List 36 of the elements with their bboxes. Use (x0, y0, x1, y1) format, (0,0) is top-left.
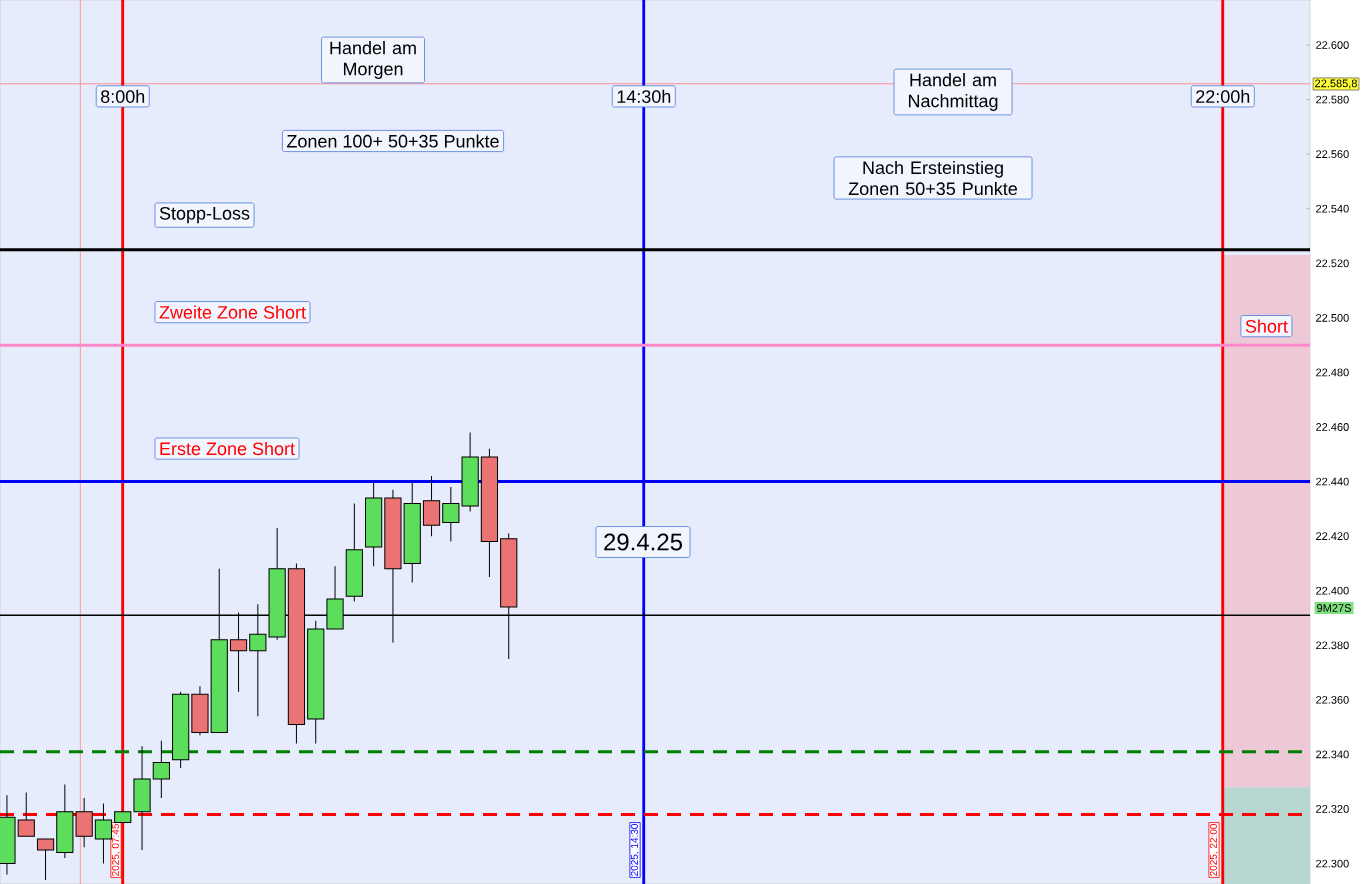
annotation: 2025, 14:30 (630, 823, 640, 876)
y-tick-label: 22.540 (1316, 204, 1349, 213)
candlestick (94, 803, 113, 865)
y-tick-label: 22.480 (1316, 368, 1349, 377)
y-tick-label: 22.600 (1316, 41, 1349, 49)
annotation: Handel am Nachmittag (908, 73, 998, 111)
y-tick-label: 22.340 (1316, 750, 1349, 759)
y-tick-label: 22.500 (1316, 313, 1349, 322)
y-tick-label: 22.380 (1316, 641, 1349, 650)
ref-line-label: Stopp-Loss (159, 206, 250, 224)
annotation: 2025, 22:00 (1209, 823, 1219, 876)
ref-line-label: Erste Zone Short (160, 441, 295, 456)
text: 22.585,8 (1315, 79, 1357, 89)
candlestick (36, 838, 55, 881)
ref-line-label: 14:30h (617, 89, 671, 103)
annotation: 29.4.25 (604, 533, 683, 551)
ref-line-label: 8:00h (101, 89, 145, 103)
y-tick-label: 22.520 (1316, 259, 1349, 268)
annotation: 2025, 07:45 (111, 824, 121, 876)
ref-line-label: 22:00h (1196, 89, 1250, 103)
candlestick (152, 740, 170, 799)
y-tick-label: 22.320 (1316, 805, 1349, 813)
annotation: Nach Ersteinstieg Zonen 50+35 Punkte (848, 160, 1017, 196)
text: 9M27S (1317, 604, 1351, 612)
y-tick-label: 22.400 (1316, 586, 1349, 595)
y-tick-label: 22.580 (1316, 95, 1349, 104)
y-tick-label: 22.360 (1316, 695, 1349, 704)
y-tick-label: 22.440 (1316, 477, 1349, 486)
band-label: Short (1245, 319, 1288, 333)
annotation: Handel am Morgen (330, 41, 416, 79)
y-tick-label: 22.560 (1316, 150, 1349, 159)
y-tick-label: 22.300 (1316, 859, 1349, 868)
ref-line-label: Zweite Zone Short (159, 305, 306, 319)
annotation: Zonen 100+ 50+35 Punkte (286, 134, 499, 148)
y-tick-label: 22.460 (1316, 423, 1349, 431)
y-tick-label: 22.420 (1316, 532, 1349, 541)
